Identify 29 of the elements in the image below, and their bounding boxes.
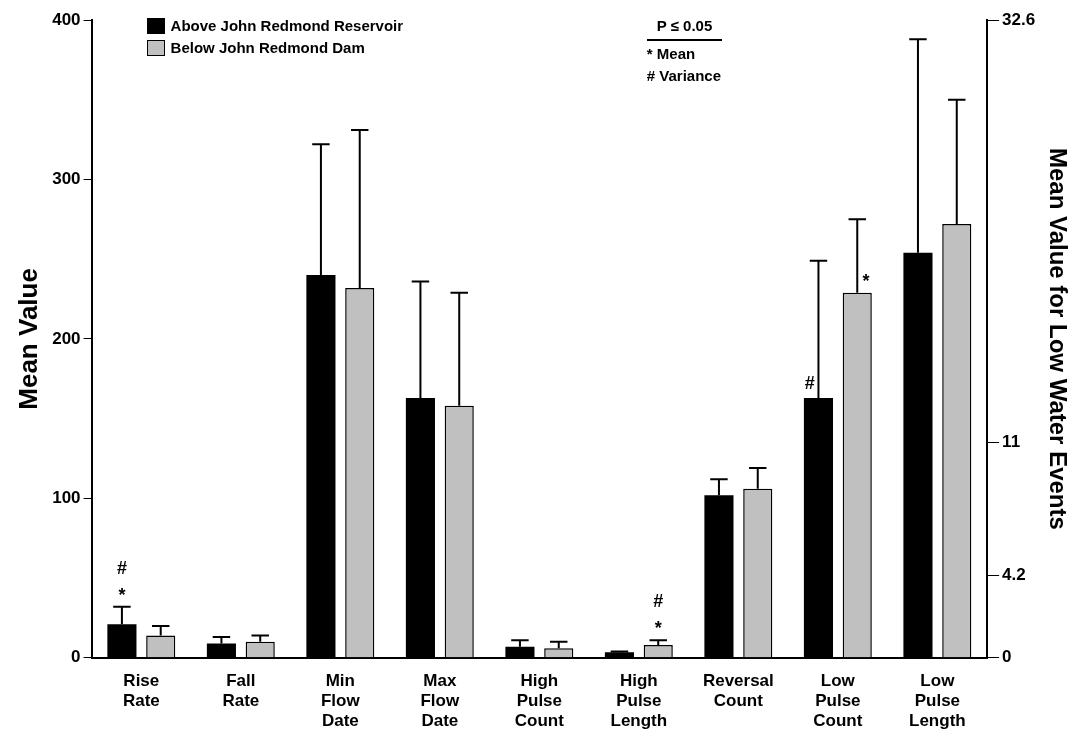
data-label: # xyxy=(804,372,815,393)
data-label: * xyxy=(862,270,870,291)
y-tick-label: 300 xyxy=(52,169,81,189)
x-tick-label: Low Pulse Length xyxy=(909,670,966,731)
x-tick-label: Low Pulse Count xyxy=(813,670,863,731)
annotation: # Variance xyxy=(646,66,723,86)
y-tick-label: 400 xyxy=(52,9,81,29)
y-tick-label: 100 xyxy=(52,488,81,508)
legend-label: Above John Redmond Reservoir xyxy=(170,16,404,36)
y2-axis-title: Mean Value for Low Water Events xyxy=(1044,147,1072,530)
x-tick-label: Fall Rate xyxy=(222,670,260,711)
data-label: # * xyxy=(653,591,664,639)
y-tick-label: 200 xyxy=(52,328,81,348)
x-tick-label: Min Flow Date xyxy=(320,670,361,731)
y2-tick-label: 32.6 xyxy=(1002,9,1036,29)
legend-label: Below John Redmond Dam xyxy=(170,38,365,58)
y-axis-title: Mean Value xyxy=(12,268,43,410)
x-tick-label: Max Flow Date xyxy=(420,670,460,731)
y-tick-label: 0 xyxy=(71,647,81,667)
x-tick-label: Reversal Count xyxy=(702,670,774,711)
annotation: * Mean xyxy=(646,44,697,64)
x-tick-label: Rise Rate xyxy=(122,670,160,711)
y2-tick-label: 0 xyxy=(1002,647,1012,667)
data-label: # * xyxy=(116,557,127,605)
annotation: P ≤ 0.05 xyxy=(646,15,723,41)
y2-tick-label: 4.2 xyxy=(1002,565,1026,585)
x-tick-label: High Pulse Length xyxy=(610,670,668,731)
y2-tick-label: 11 xyxy=(1002,432,1021,452)
x-tick-label: High Pulse Count xyxy=(514,670,565,731)
